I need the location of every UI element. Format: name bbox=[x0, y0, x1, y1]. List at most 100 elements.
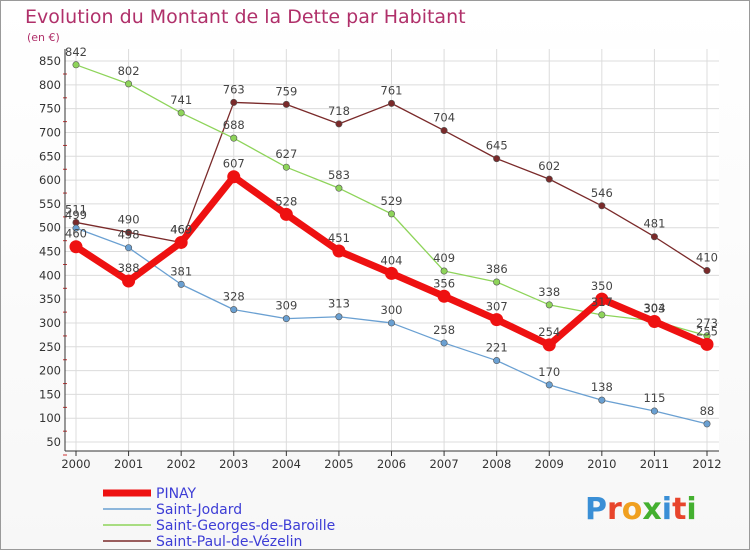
y-tick-label: 300 bbox=[39, 316, 61, 330]
data-label: 273 bbox=[696, 316, 718, 330]
y-tick-label: 450 bbox=[39, 245, 61, 259]
data-label: 842 bbox=[65, 45, 87, 59]
data-point bbox=[335, 120, 343, 128]
data-label: 802 bbox=[118, 64, 140, 78]
data-point bbox=[282, 163, 290, 171]
logo-letter: o bbox=[622, 492, 643, 527]
logo-letter: r bbox=[607, 492, 622, 527]
x-tick-label: 2006 bbox=[377, 457, 406, 471]
data-label: 388 bbox=[118, 261, 140, 275]
data-point bbox=[437, 289, 451, 303]
data-point bbox=[387, 319, 395, 327]
data-label: 718 bbox=[328, 104, 350, 118]
data-label: 300 bbox=[381, 303, 403, 317]
data-label: 303 bbox=[643, 302, 665, 316]
data-point bbox=[440, 127, 448, 135]
x-tick-label: 2002 bbox=[167, 457, 196, 471]
data-label: 469 bbox=[170, 222, 192, 236]
data-label: 607 bbox=[223, 157, 245, 171]
data-point bbox=[282, 315, 290, 323]
data-label: 763 bbox=[223, 82, 245, 96]
data-point bbox=[125, 228, 133, 236]
y-tick-label: 250 bbox=[39, 340, 61, 354]
data-point bbox=[493, 278, 501, 286]
data-label: 458 bbox=[118, 228, 140, 242]
data-label: 460 bbox=[65, 227, 87, 241]
y-tick-label: 350 bbox=[39, 292, 61, 306]
data-label: 115 bbox=[643, 391, 665, 405]
data-point bbox=[545, 301, 553, 309]
y-tick-label: 50 bbox=[46, 435, 61, 449]
data-point bbox=[387, 210, 395, 218]
data-label: 138 bbox=[591, 380, 613, 394]
y-tick-label: 400 bbox=[39, 268, 61, 282]
logo-letter: x bbox=[642, 492, 661, 527]
legend-label: Saint-Jodard bbox=[156, 502, 242, 518]
data-label: 704 bbox=[433, 111, 455, 125]
y-tick-label: 550 bbox=[39, 197, 61, 211]
data-label: 350 bbox=[591, 279, 613, 293]
data-label: 645 bbox=[486, 139, 508, 153]
data-point bbox=[387, 99, 395, 107]
data-point bbox=[282, 100, 290, 108]
data-label: 309 bbox=[275, 299, 297, 313]
logo-letter: t bbox=[672, 492, 686, 527]
data-point bbox=[279, 207, 293, 221]
chart-title: Evolution du Montant de la Dette par Hab… bbox=[25, 6, 466, 28]
axes: 50 100 150 200 250 300 350 400 450 500 550 600 650 70… bbox=[39, 49, 722, 471]
data-label: 546 bbox=[591, 186, 613, 200]
x-tick-label: 2007 bbox=[429, 457, 458, 471]
data-label: 313 bbox=[328, 297, 350, 311]
data-label: 511 bbox=[65, 202, 87, 216]
logo-letter: i bbox=[686, 492, 696, 527]
data-point bbox=[177, 109, 185, 117]
data-label: 451 bbox=[328, 231, 350, 245]
data-point bbox=[493, 155, 501, 163]
data-point bbox=[335, 184, 343, 192]
legend-label: PINAY bbox=[156, 486, 197, 502]
proxiti-logo: Proxiti bbox=[585, 492, 697, 527]
grid bbox=[65, 49, 719, 451]
data-point bbox=[385, 266, 398, 280]
data-label: 741 bbox=[170, 93, 192, 107]
data-point bbox=[545, 175, 553, 183]
logo-letter: P bbox=[585, 492, 607, 527]
x-tick-label: 2003 bbox=[219, 457, 248, 471]
y-tick-label: 650 bbox=[39, 149, 61, 163]
x-tick-label: 2012 bbox=[692, 457, 721, 471]
y-tick-label: 700 bbox=[39, 125, 61, 139]
data-label: 381 bbox=[170, 264, 192, 278]
data-point bbox=[545, 381, 553, 389]
y-tick-label: 750 bbox=[39, 102, 61, 116]
data-point bbox=[230, 98, 238, 106]
data-point bbox=[125, 80, 133, 88]
data-label: 404 bbox=[381, 253, 403, 267]
data-label: 88 bbox=[700, 404, 715, 418]
data-label: 255 bbox=[696, 324, 718, 338]
data-label: 328 bbox=[223, 290, 245, 304]
data-label: 490 bbox=[118, 212, 140, 226]
data-point bbox=[647, 315, 661, 329]
legend-label: Saint-Paul-de-Vézelin bbox=[156, 534, 302, 550]
data-point bbox=[332, 244, 346, 258]
logo-text: Proxiti bbox=[585, 492, 697, 527]
data-label: 529 bbox=[381, 194, 403, 208]
x-tick-label: 2011 bbox=[640, 457, 669, 471]
data-point bbox=[703, 420, 711, 428]
y-tick-label: 500 bbox=[39, 221, 61, 235]
x-tick-label: 2010 bbox=[587, 457, 616, 471]
data-point bbox=[335, 313, 343, 321]
data-point bbox=[542, 338, 556, 352]
data-point bbox=[650, 233, 658, 241]
data-label: 602 bbox=[538, 159, 560, 173]
data-point bbox=[598, 311, 606, 319]
data-label: 386 bbox=[486, 262, 508, 276]
data-label: 469 bbox=[170, 222, 192, 236]
data-point bbox=[595, 292, 609, 306]
data-label: 356 bbox=[433, 276, 455, 290]
data-point bbox=[493, 357, 501, 365]
logo-letter: i bbox=[662, 492, 672, 527]
x-tick-label: 2000 bbox=[61, 457, 90, 471]
